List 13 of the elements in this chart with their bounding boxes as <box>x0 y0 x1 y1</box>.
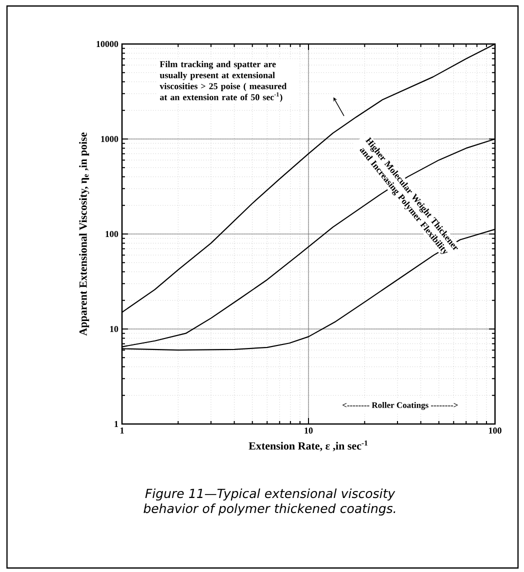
x-tick-label: 1 <box>120 428 124 434</box>
y-tick-label: 10000 <box>96 40 118 48</box>
annotation: <-------- Roller Coatings --------> <box>342 402 458 410</box>
caption: Figure 11—Typical extensional viscosity behavior of polymer thickened coatings. <box>144 488 396 516</box>
y-tick-label: 100 <box>106 230 118 238</box>
y-tick-label: 1 <box>114 421 118 427</box>
y-tick-label: 1000 <box>101 136 118 142</box>
y-tick-label: 10 <box>110 326 118 332</box>
x-tick-label: 10 <box>304 428 313 434</box>
x-axis-title: Extension Rate, ε ,in sec$^{-1}$ <box>248 440 368 452</box>
x-tick-label: 100 <box>488 428 502 434</box>
annotation: Film tracking and spatter are usually present at extensional viscosities > 25 poise ( measured at an extension rate of 50 sec$^{-1}$) <box>160 60 287 102</box>
y-axis-title: Apparent Extensional Viscosity, η$_{e}$ ,in poise <box>79 132 90 336</box>
